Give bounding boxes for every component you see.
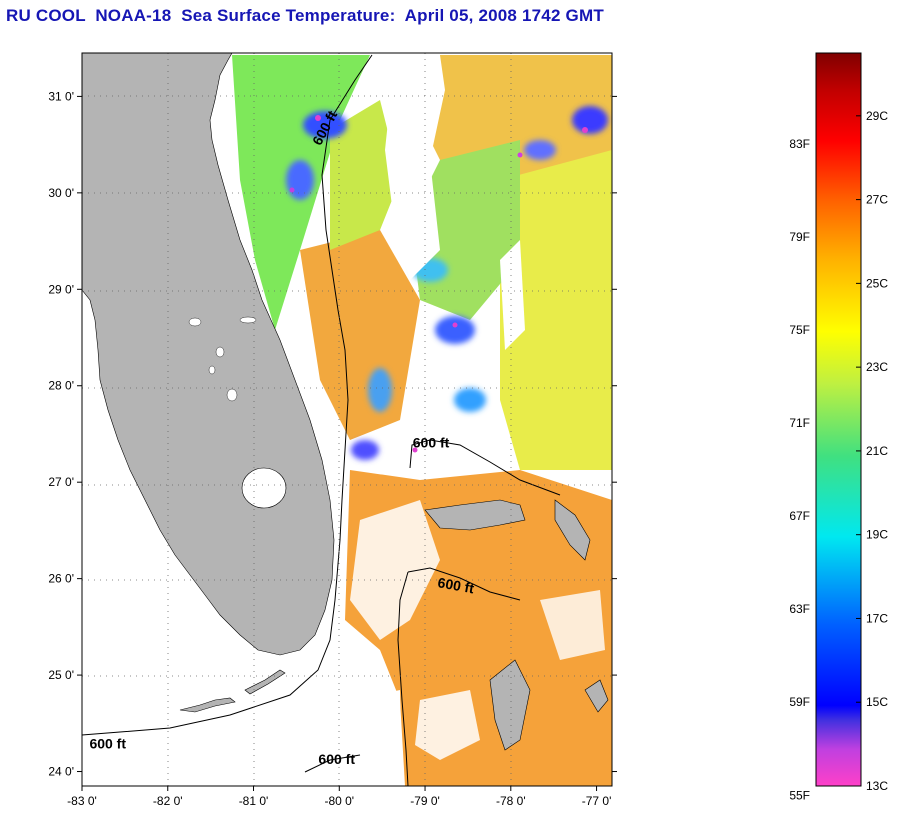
lat-tick-label: 28 0' <box>48 379 74 393</box>
latitude-axis: 31 0' 30 0' 29 0' 28 0' 27 0' 26 0' 25 0' 24 0' <box>48 89 617 779</box>
colorbar-f-label: 83F <box>789 137 810 151</box>
colorbar-gradient <box>815 52 862 787</box>
lat-tick-label: 24 0' <box>48 765 74 779</box>
colorbar-c-label: 15C <box>866 695 888 709</box>
lon-tick-label: -82 0' <box>153 794 183 808</box>
colorbar-f-label: 79F <box>789 230 810 244</box>
colorbar-c-label: 13C <box>866 779 888 793</box>
colorbar-f-label: 75F <box>789 323 810 337</box>
isobath-label: 600 ft <box>89 735 126 751</box>
lat-tick-label: 31 0' <box>48 89 74 103</box>
bahamas-land <box>424 499 609 751</box>
sst-yellowgreen-region <box>330 100 400 250</box>
colorbar-c-label: 29C <box>866 109 888 123</box>
lon-tick-label: -78 0' <box>496 794 526 808</box>
sst-cold-patches <box>286 106 608 460</box>
lat-tick-label: 29 0' <box>48 282 74 296</box>
sst-field <box>232 55 612 786</box>
colorbar: 83F 79F 75F 71F 67F 63F 59F 55F 29C 27C 25C 23C 21C… <box>789 52 888 803</box>
isobath-label: 600 ft <box>437 574 476 596</box>
colorbar-c-label: 25C <box>866 276 888 290</box>
sst-magenta-spots <box>289 115 588 453</box>
longitude-axis: -83 0' -82 0' -81 0' -80 0' -79 0' -78 0' -77 … <box>67 786 611 808</box>
lon-tick-label: -80 0' <box>324 794 354 808</box>
lon-tick-label: -79 0' <box>410 794 440 808</box>
map-panel: -83 0' -82 0' -81 0' -80 0' -79 0' -78 0' -77 … <box>48 52 617 808</box>
lon-tick-label: -83 0' <box>67 794 97 808</box>
colorbar-c-label: 17C <box>866 611 888 625</box>
lat-tick-label: 30 0' <box>48 186 74 200</box>
isobath-label: 600 ft <box>318 751 355 767</box>
colorbar-f-label: 67F <box>789 509 810 523</box>
lat-lon-grid <box>82 53 612 786</box>
isobath-600ft <box>81 54 561 787</box>
colorbar-f-label: 59F <box>789 695 810 709</box>
lake-okeechobee <box>241 467 287 509</box>
colorbar-f-label: 71F <box>789 416 810 430</box>
colorbar-c-label: 19C <box>866 528 888 542</box>
lon-tick-label: -81 0' <box>239 794 269 808</box>
colorbar-celsius-labels: 29C 27C 25C 23C 21C 19C 17C 15C 13C <box>856 109 888 793</box>
page-title: RU COOL NOAA-18 Sea Surface Temperature:… <box>6 6 604 25</box>
lat-tick-label: 25 0' <box>48 668 74 682</box>
map-frame <box>81 52 613 787</box>
colorbar-f-label: 55F <box>789 788 810 802</box>
sst-yellow-region-east <box>500 120 612 470</box>
lat-tick-label: 27 0' <box>48 475 74 489</box>
colorbar-fahrenheit-labels: 83F 79F 75F 71F 67F 63F 59F 55F <box>789 137 810 803</box>
sst-warm-region-northeast <box>420 55 612 180</box>
inland-lakes <box>188 316 257 402</box>
colorbar-c-label: 21C <box>866 444 888 458</box>
lon-tick-label: -77 0' <box>582 794 612 808</box>
colorbar-f-label: 63F <box>789 602 810 616</box>
lat-tick-label: 26 0' <box>48 572 74 586</box>
isobath-label: 600 ft <box>413 434 450 450</box>
colorbar-c-label: 27C <box>866 193 888 207</box>
colorbar-c-label: 23C <box>866 360 888 374</box>
